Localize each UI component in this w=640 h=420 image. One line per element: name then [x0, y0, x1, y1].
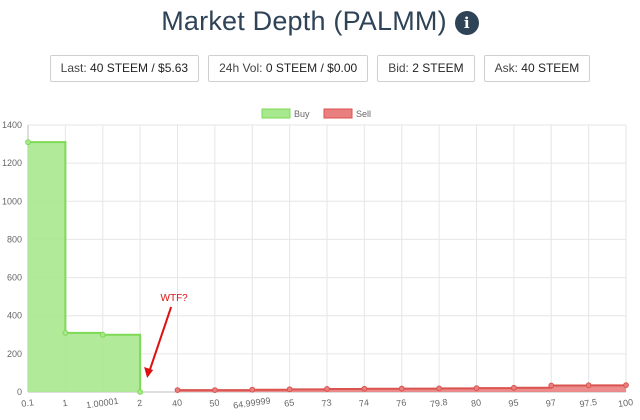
y-tick-label: 1400 — [2, 120, 22, 130]
x-tick-label: 1.00001 — [86, 396, 120, 410]
legend-label-buy: Buy — [294, 109, 310, 119]
sell-data-point — [361, 385, 368, 392]
sell-data-point — [473, 385, 480, 392]
annotation-text: WTF? — [161, 293, 189, 304]
y-tick-label: 1200 — [2, 158, 22, 168]
sell-data-point — [510, 384, 517, 391]
y-tick-label: 600 — [7, 273, 22, 283]
x-tick-label: 2 — [137, 398, 143, 409]
x-tick-label: 95 — [508, 397, 519, 408]
x-tick-label: 0.1 — [21, 397, 35, 409]
buy-data-point — [99, 331, 106, 338]
buy-data-point — [25, 139, 31, 146]
legend-label-sell: Sell — [356, 109, 371, 119]
annotation-arrow — [148, 306, 173, 373]
sell-data-point — [211, 387, 218, 393]
volume-label: 24h Vol: — [219, 61, 263, 75]
x-tick-label: 74 — [358, 397, 369, 408]
x-tick-label: 79.8 — [429, 397, 448, 409]
x-tick-label: 65 — [284, 397, 295, 408]
x-tick-label: 1 — [62, 398, 68, 409]
y-tick-label: 800 — [7, 234, 22, 244]
last-value: 40 STEEM / $5.63 — [90, 61, 189, 75]
depth-chart: 0 200 400 600 800 1000 1200 1400 0.1 1 1.00001 2 40 5… — [2, 108, 634, 411]
x-tick-label: 64.99999 — [233, 395, 272, 410]
sell-data-point — [585, 382, 592, 389]
annotation-arrowhead — [144, 367, 154, 378]
volume-box: 24h Vol: 0 STEEM / $0.00 — [208, 55, 369, 82]
sell-data-point — [398, 385, 405, 392]
x-tick-label: 97.5 — [579, 397, 598, 409]
last-label: Last: — [60, 61, 87, 75]
buy-series-area — [28, 142, 141, 392]
sell-data-point — [249, 386, 256, 393]
header: Market Depth (PALMM) i — [0, 6, 640, 37]
x-tick-label: 76 — [396, 397, 407, 408]
bid-box: Bid: 2 STEEM — [377, 55, 475, 82]
ask-label: Ask: — [494, 61, 518, 75]
x-tick-label: 50 — [209, 397, 220, 408]
buy-data-point — [137, 389, 144, 395]
sell-data-point — [623, 382, 629, 389]
ask-box: Ask: 40 STEEM — [483, 55, 591, 82]
sell-data-point — [174, 387, 181, 393]
x-tick-label: 97 — [545, 397, 556, 408]
x-tick-label: 80 — [470, 397, 481, 408]
sell-data-point — [548, 382, 555, 389]
x-tick-label: 40 — [171, 397, 182, 408]
buy-data-point — [62, 329, 69, 336]
info-circle-icon[interactable]: i — [454, 10, 479, 35]
volume-value: 0 STEEM / $0.00 — [265, 61, 358, 75]
sell-series-line — [177, 384, 627, 392]
x-tick-label: 100 — [617, 397, 633, 409]
sell-data-point — [286, 386, 293, 393]
stats-bar: Last: 40 STEEM / $5.63 24h Vol: 0 STEEM … — [0, 55, 640, 82]
x-tick-label: 73 — [321, 397, 332, 408]
bid-label: Bid: — [388, 61, 409, 75]
ask-value: 40 STEEM — [521, 61, 580, 75]
sell-data-point — [436, 385, 443, 392]
last-price-box: Last: 40 STEEM / $5.63 — [49, 55, 200, 82]
y-tick-label: 1000 — [2, 196, 22, 206]
sell-data-point — [324, 386, 330, 392]
page-title: Market Depth (PALMM) — [161, 6, 447, 36]
bid-value: 2 STEEM — [412, 61, 464, 75]
y-tick-label: 400 — [7, 311, 22, 321]
y-tick-label: 0 — [17, 387, 22, 397]
legend-swatch-sell — [323, 108, 353, 119]
y-tick-label: 200 — [7, 349, 22, 359]
legend-swatch-buy — [261, 108, 291, 119]
